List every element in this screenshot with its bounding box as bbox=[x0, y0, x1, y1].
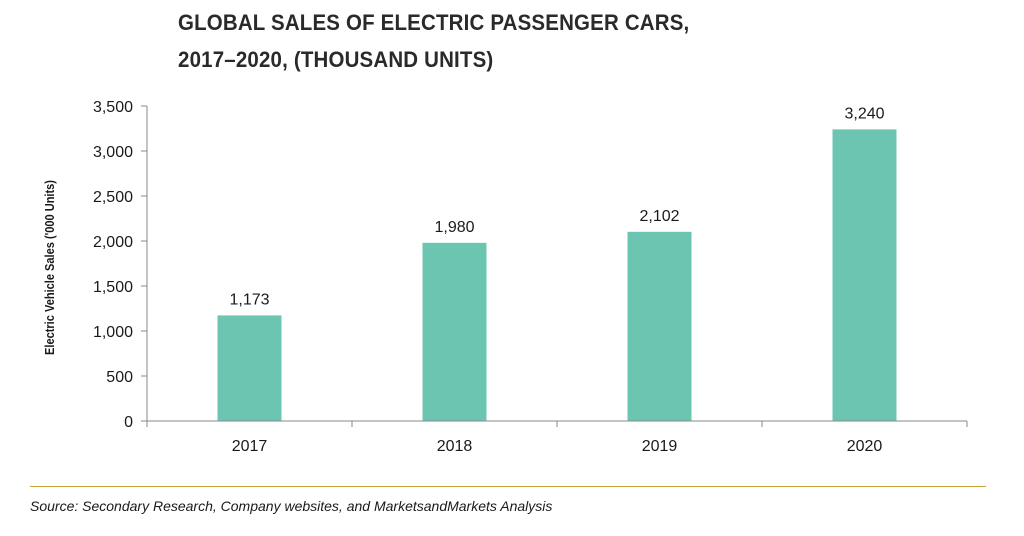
data-labels: 1,173 1,980 2,102 3,240 bbox=[229, 105, 884, 308]
x-tick-label-2020: 2020 bbox=[847, 438, 883, 455]
y-axis-title: Electric Vehicle Sales ('000 Units) bbox=[42, 180, 57, 355]
bar-2020 bbox=[832, 129, 897, 421]
x-tick-label-2019: 2019 bbox=[642, 438, 678, 455]
x-tick-label-2017: 2017 bbox=[232, 438, 268, 455]
chart-title: GLOBAL SALES OF ELECTRIC PASSENGER CARS,… bbox=[178, 4, 755, 78]
bar-chart: 0 500 1,000 1,500 2,000 2,500 3,000 3,500 1,173… bbox=[42, 99, 968, 455]
chart-title-line-2: 2017–2020, (THOUSAND UNITS) bbox=[178, 47, 494, 72]
data-label-2018: 1,980 bbox=[434, 219, 474, 236]
y-tick-label: 2,500 bbox=[93, 189, 133, 206]
y-tick-label: 0 bbox=[124, 414, 133, 431]
bar-2019 bbox=[627, 231, 692, 421]
y-tick-label: 3,500 bbox=[93, 99, 133, 116]
chart-title-line-1: GLOBAL SALES OF ELECTRIC PASSENGER CARS, bbox=[178, 10, 690, 35]
source-note: Source: Secondary Research, Company webs… bbox=[30, 498, 553, 514]
source-divider bbox=[30, 486, 986, 487]
y-tick-label: 500 bbox=[106, 369, 133, 386]
y-tick-label: 1,500 bbox=[93, 279, 133, 296]
x-tick-label-2018: 2018 bbox=[437, 438, 473, 455]
y-tick-label: 2,000 bbox=[93, 234, 133, 251]
bar-2018 bbox=[422, 242, 487, 421]
bar-2017 bbox=[217, 315, 282, 421]
y-axis-ticks: 0 500 1,000 1,500 2,000 2,500 3,000 3,500 bbox=[93, 99, 147, 431]
data-label-2020: 3,240 bbox=[844, 105, 884, 122]
data-label-2019: 2,102 bbox=[639, 208, 679, 225]
y-tick-label: 1,000 bbox=[93, 324, 133, 341]
data-label-2017: 1,173 bbox=[229, 291, 269, 308]
y-tick-label: 3,000 bbox=[93, 144, 133, 161]
x-axis-ticks: 2017 2018 2019 2020 bbox=[146, 421, 968, 455]
bars bbox=[217, 129, 897, 421]
